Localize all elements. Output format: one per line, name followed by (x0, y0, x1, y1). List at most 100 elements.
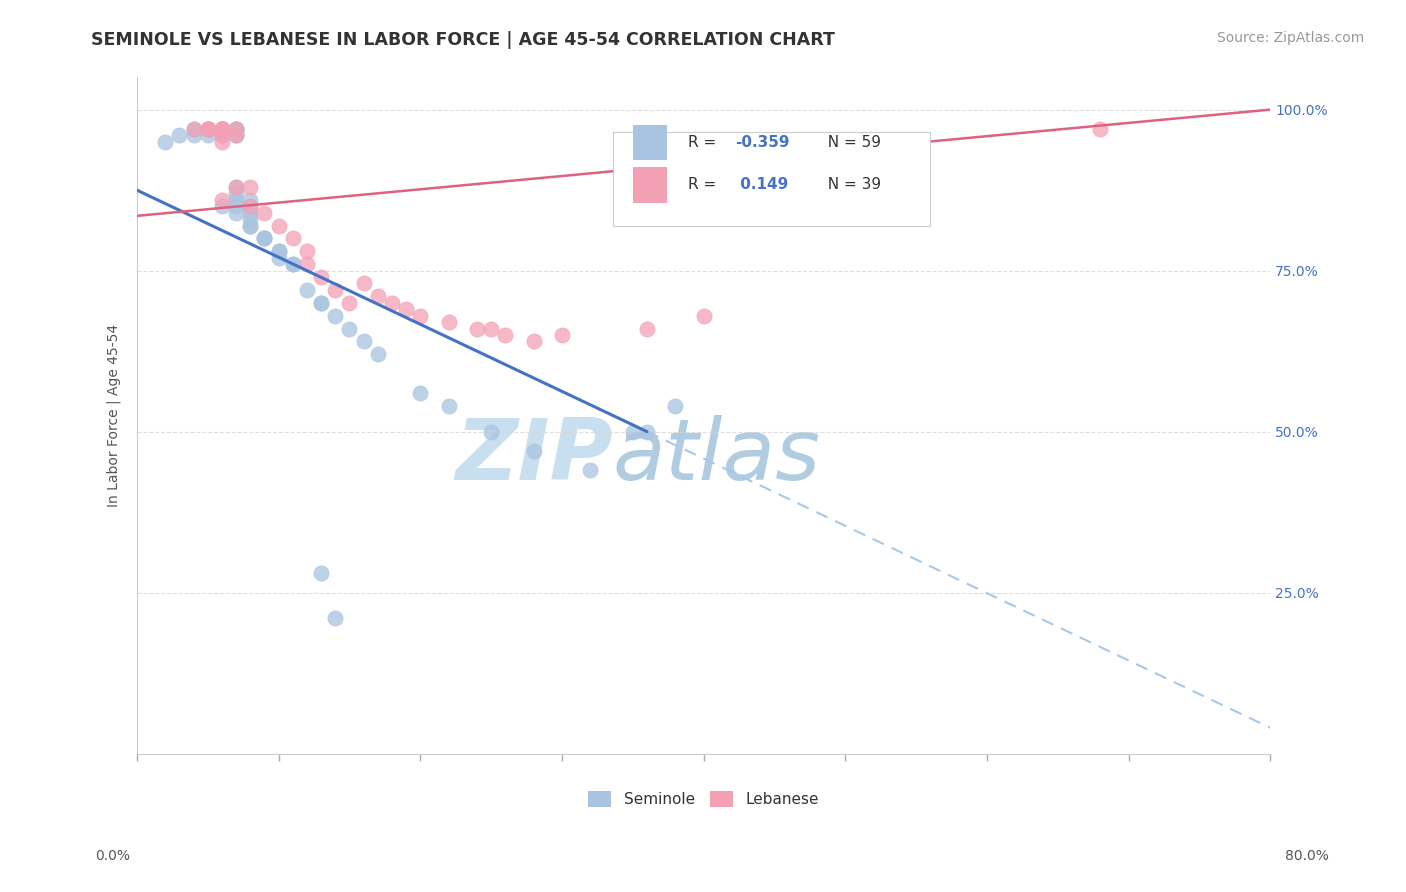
Point (225, 205, 247, 219)
Point (323, 611, 346, 625)
Point (239, 180, 262, 194)
Bar (633, 125, 668, 160)
Point (664, 399, 686, 413)
Point (211, 199, 233, 213)
Text: SEMINOLE VS LEBANESE IN LABOR FORCE | AGE 45-54 CORRELATION CHART: SEMINOLE VS LEBANESE IN LABOR FORCE | AG… (91, 31, 835, 49)
Point (309, 295, 332, 310)
Point (197, 122, 219, 136)
Point (309, 270, 332, 285)
Point (1090, 122, 1112, 136)
Point (281, 257, 304, 271)
Point (353, 334, 375, 349)
Point (267, 244, 290, 259)
Point (267, 244, 290, 259)
Point (395, 302, 418, 317)
Point (183, 122, 205, 136)
Point (211, 122, 233, 136)
Text: R =: R = (688, 135, 721, 150)
Point (153, 135, 176, 149)
Point (239, 193, 262, 207)
Point (409, 309, 432, 323)
Point (309, 566, 332, 581)
Point (239, 205, 262, 219)
Point (281, 257, 304, 271)
Point (409, 386, 432, 401)
Text: R =: R = (688, 178, 721, 193)
Point (225, 180, 247, 194)
Text: 0.149: 0.149 (735, 178, 789, 193)
Point (337, 321, 360, 335)
Text: Source: ZipAtlas.com: Source: ZipAtlas.com (1216, 31, 1364, 45)
Point (211, 122, 233, 136)
Point (367, 347, 389, 361)
Point (225, 128, 247, 143)
Point (636, 425, 658, 439)
Point (239, 199, 262, 213)
Point (211, 122, 233, 136)
Point (211, 122, 233, 136)
Point (267, 251, 290, 265)
Text: N = 39: N = 39 (818, 178, 882, 193)
Point (197, 122, 219, 136)
Point (225, 128, 247, 143)
Point (239, 199, 262, 213)
Point (169, 128, 191, 143)
Point (211, 122, 233, 136)
Point (295, 283, 318, 297)
Point (183, 128, 205, 143)
Point (225, 193, 247, 207)
Point (551, 328, 574, 343)
Point (197, 122, 219, 136)
Point (522, 334, 544, 349)
Point (211, 122, 233, 136)
FancyBboxPatch shape (613, 131, 931, 227)
Point (437, 399, 460, 413)
Point (437, 315, 460, 329)
Legend: Seminole, Lebanese: Seminole, Lebanese (582, 785, 825, 814)
Point (225, 186, 247, 201)
Point (479, 321, 502, 335)
Point (225, 122, 247, 136)
Point (211, 135, 233, 149)
Y-axis label: In Labor Force | Age 45-54: In Labor Force | Age 45-54 (107, 324, 121, 507)
Point (211, 122, 233, 136)
Point (211, 193, 233, 207)
Point (225, 180, 247, 194)
Point (239, 212, 262, 227)
Point (239, 219, 262, 233)
Point (309, 295, 332, 310)
Point (239, 219, 262, 233)
Point (225, 122, 247, 136)
Point (211, 128, 233, 143)
Point (197, 122, 219, 136)
Text: 80.0%: 80.0% (1285, 849, 1329, 863)
Point (197, 122, 219, 136)
Point (636, 321, 658, 335)
Point (579, 463, 602, 477)
Point (522, 443, 544, 458)
Point (253, 231, 276, 245)
Point (353, 277, 375, 291)
Point (465, 321, 488, 335)
Point (211, 122, 233, 136)
Point (281, 231, 304, 245)
Point (197, 128, 219, 143)
Point (225, 199, 247, 213)
Point (323, 309, 346, 323)
Point (267, 219, 290, 233)
Point (337, 295, 360, 310)
Point (253, 231, 276, 245)
Point (211, 122, 233, 136)
Point (253, 205, 276, 219)
Point (211, 122, 233, 136)
Point (225, 122, 247, 136)
Point (225, 122, 247, 136)
Bar (633, 168, 668, 202)
Point (479, 425, 502, 439)
Point (494, 328, 516, 343)
Point (197, 122, 219, 136)
Point (225, 128, 247, 143)
Point (211, 122, 233, 136)
Point (225, 122, 247, 136)
Text: 0.0%: 0.0% (96, 849, 131, 863)
